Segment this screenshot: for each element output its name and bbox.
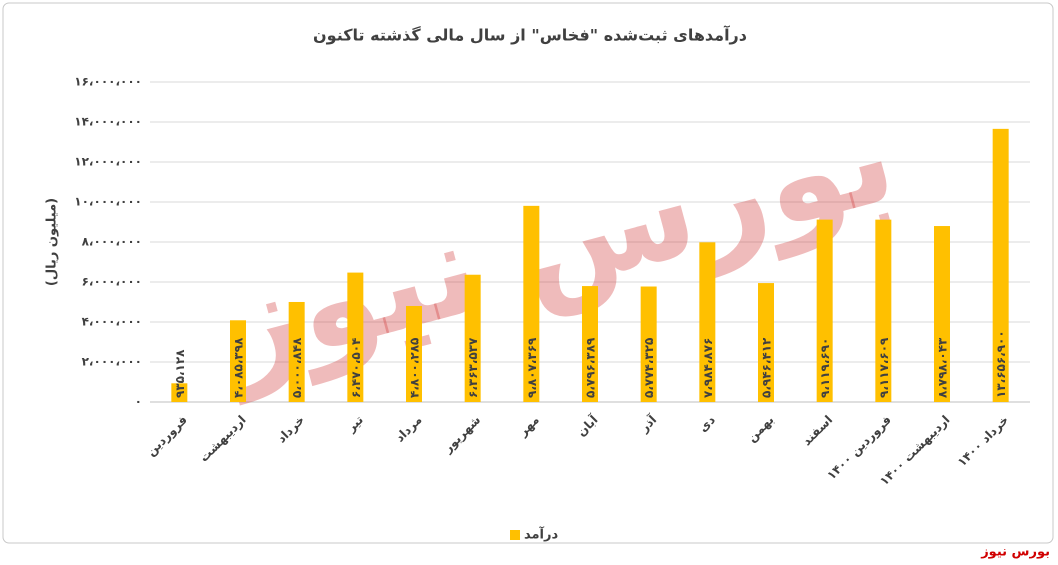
bar xyxy=(464,274,481,402)
legend-swatch xyxy=(510,530,520,540)
y-tick-label: ۰ xyxy=(135,395,142,409)
bar xyxy=(406,305,422,402)
y-tick-label: ۴،۰۰۰،۰۰۰ xyxy=(82,315,142,329)
y-axis-label: (میلیون ریال) xyxy=(45,198,60,286)
source: بورس نیوز xyxy=(980,545,1050,560)
data-label: ۷،۹۸۴،۸۷۶ xyxy=(701,338,715,398)
y-tick-label: ۱۰،۰۰۰،۰۰۰ xyxy=(74,195,142,209)
bar xyxy=(288,301,305,402)
bar xyxy=(230,320,246,402)
data-label: ۹،۱۱۷،۶۰۹ xyxy=(877,337,891,398)
data-label: ۸،۷۹۸،۰۴۳ xyxy=(936,337,950,398)
y-tick-label: ۱۲،۰۰۰،۰۰۰ xyxy=(74,155,142,169)
y-tick-label: ۸،۰۰۰،۰۰۰ xyxy=(82,235,142,249)
bar xyxy=(934,226,950,402)
bar xyxy=(347,272,364,402)
data-label: ۶،۴۷۰،۵۰۴ xyxy=(349,338,363,398)
bar xyxy=(171,383,188,402)
bar xyxy=(699,242,716,402)
data-label: ۹،۱۱۹،۶۹۰ xyxy=(818,338,832,398)
bar xyxy=(992,128,1009,402)
y-tick-label: ۶،۰۰۰،۰۰۰ xyxy=(82,275,142,289)
data-label: ۹،۸۰۷،۳۶۹ xyxy=(525,337,539,398)
data-label: ۵،۷۷۴،۳۲۵ xyxy=(642,338,656,398)
data-label: ۵،۹۴۶،۴۱۲ xyxy=(760,337,774,398)
data-label: ۶،۳۶۳،۵۳۷ xyxy=(466,337,480,398)
bar xyxy=(816,219,833,402)
chart-title: درآمدهای ثبت‌شده "فخاس" از سال مالی گذشت… xyxy=(313,25,747,45)
legend-label: درآمد xyxy=(524,526,558,543)
data-label: ۱۳،۶۵۶،۹۰۰ xyxy=(994,330,1008,398)
y-tick-label: ۱۴،۰۰۰،۰۰۰ xyxy=(74,115,142,129)
bar xyxy=(582,286,598,402)
bar xyxy=(523,205,540,402)
data-label: ۵،۷۹۶،۳۸۹ xyxy=(584,337,598,398)
data-label: ۵،۰۰۰،۸۴۸ xyxy=(290,337,304,398)
y-tick-label: ۱۶،۰۰۰،۰۰۰ xyxy=(74,75,142,89)
y-tick-label: ۲،۰۰۰،۰۰۰ xyxy=(82,355,142,369)
data-label: ۴،۰۸۵،۳۹۸ xyxy=(232,337,246,398)
bar xyxy=(640,286,657,402)
data-label: ۹۳۵،۱۲۸ xyxy=(173,349,187,398)
data-label: ۴،۸۰۰،۲۸۵ xyxy=(408,338,422,398)
bar xyxy=(758,283,774,402)
bar xyxy=(875,219,892,402)
